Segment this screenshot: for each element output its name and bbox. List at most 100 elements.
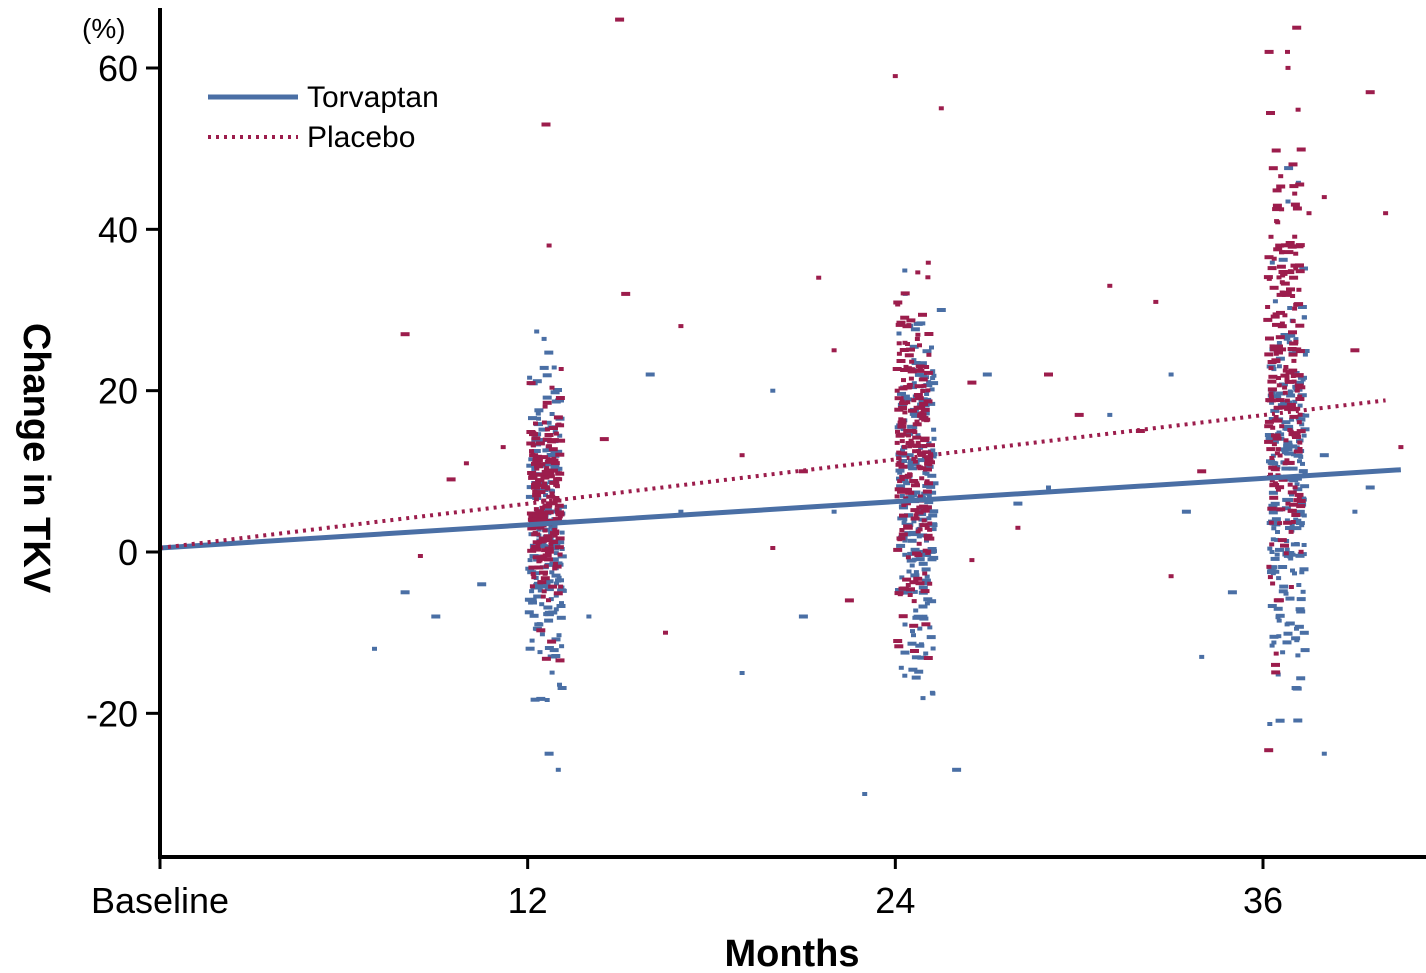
- placebo-point: [911, 398, 917, 403]
- placebo-point: [1272, 481, 1278, 486]
- torvaptan-point: [557, 449, 563, 454]
- torvaptan-point: [913, 608, 919, 613]
- placebo-point: [1282, 271, 1288, 276]
- torvaptan-point: [431, 614, 441, 619]
- torvaptan-point: [911, 381, 917, 386]
- torvaptan-point: [1294, 445, 1300, 450]
- torvaptan-point: [1296, 609, 1306, 614]
- torvaptan-point: [924, 464, 934, 469]
- placebo-point: [969, 558, 975, 563]
- placebo-point: [549, 491, 555, 496]
- placebo-point: [535, 509, 545, 514]
- placebo-point: [1272, 203, 1282, 208]
- torvaptan-point: [1276, 391, 1286, 396]
- placebo-point: [1294, 373, 1304, 378]
- placebo-point: [558, 367, 564, 371]
- torvaptan-point: [930, 549, 936, 554]
- placebo-point: [903, 524, 913, 529]
- placebo-point: [915, 581, 925, 586]
- torvaptan-point: [1168, 372, 1174, 377]
- torvaptan-point: [537, 588, 543, 593]
- torvaptan-point: [556, 604, 566, 608]
- placebo-point: [1275, 335, 1285, 340]
- placebo-point: [1279, 424, 1285, 429]
- placebo-point: [1135, 429, 1145, 433]
- torvaptan-point: [529, 638, 535, 643]
- torvaptan-point: [1300, 413, 1310, 418]
- torvaptan-point: [1268, 490, 1278, 495]
- placebo-point: [927, 521, 933, 526]
- placebo-point: [1383, 211, 1389, 216]
- placebo-point: [531, 545, 541, 549]
- placebo-point: [1296, 287, 1302, 292]
- placebo-point: [548, 447, 558, 452]
- placebo-point: [549, 438, 559, 443]
- placebo-point: [546, 598, 551, 603]
- torvaptan-point: [1292, 686, 1302, 691]
- placebo-point: [531, 485, 540, 490]
- x-tick-label: Baseline: [91, 880, 229, 921]
- placebo-point: [555, 510, 564, 515]
- torvaptan-point: [539, 488, 549, 492]
- torvaptan-point: [1299, 567, 1309, 572]
- placebo-point: [924, 455, 933, 460]
- placebo-point: [542, 553, 552, 558]
- torvaptan-point: [1296, 676, 1306, 681]
- placebo-point: [1289, 502, 1298, 507]
- placebo-point: [549, 540, 559, 544]
- torvaptan-point: [1287, 443, 1293, 448]
- placebo-point: [1269, 344, 1275, 349]
- legend-torvaptan-label: Torvaptan: [307, 81, 439, 114]
- placebo-point: [545, 457, 551, 462]
- torvaptan-point: [739, 671, 745, 675]
- placebo-point: [539, 518, 544, 523]
- placebo-point: [896, 351, 902, 356]
- placebo-point: [541, 122, 551, 127]
- placebo-point: [554, 496, 560, 500]
- placebo-point: [816, 275, 822, 280]
- placebo-point: [529, 432, 538, 437]
- placebo-point: [1297, 440, 1303, 445]
- torvaptan-point: [1267, 722, 1273, 726]
- torvaptan-point: [1271, 640, 1277, 645]
- placebo-point: [1277, 538, 1287, 543]
- placebo-point: [555, 476, 561, 481]
- placebo-point: [916, 505, 922, 510]
- placebo-point: [906, 347, 915, 352]
- torvaptan-point: [910, 629, 915, 634]
- torvaptan-point: [912, 425, 918, 430]
- placebo-point: [1268, 234, 1274, 239]
- torvaptan-point: [936, 308, 946, 312]
- y-unit-label: (%): [82, 13, 126, 44]
- torvaptan-point: [527, 558, 533, 563]
- torvaptan-point: [550, 450, 560, 455]
- placebo-point: [1282, 368, 1288, 373]
- placebo-point: [925, 388, 931, 393]
- placebo-point: [925, 260, 931, 265]
- placebo-point: [903, 428, 909, 433]
- torvaptan-point: [557, 466, 563, 471]
- placebo-point: [900, 291, 910, 296]
- placebo-point: [1269, 478, 1275, 483]
- placebo-point: [924, 365, 930, 369]
- placebo-point: [1278, 477, 1288, 482]
- placebo-point: [912, 435, 922, 440]
- placebo-point: [1290, 294, 1296, 298]
- placebo-point: [903, 496, 909, 501]
- torvaptan-point: [931, 527, 937, 532]
- torvaptan-point: [542, 395, 552, 400]
- placebo-point: [542, 404, 548, 409]
- placebo-point: [897, 592, 903, 597]
- placebo-point: [417, 554, 423, 558]
- torvaptan-point: [531, 467, 537, 472]
- torvaptan-point: [1292, 526, 1302, 531]
- placebo-point: [543, 517, 548, 522]
- torvaptan-point: [907, 551, 913, 556]
- placebo-point: [906, 318, 916, 323]
- placebo-point: [917, 343, 922, 348]
- torvaptan-point: [907, 641, 917, 646]
- placebo-point: [915, 440, 921, 445]
- torvaptan-point: [909, 563, 915, 568]
- placebo-point: [913, 393, 923, 397]
- torvaptan-point: [1300, 377, 1306, 382]
